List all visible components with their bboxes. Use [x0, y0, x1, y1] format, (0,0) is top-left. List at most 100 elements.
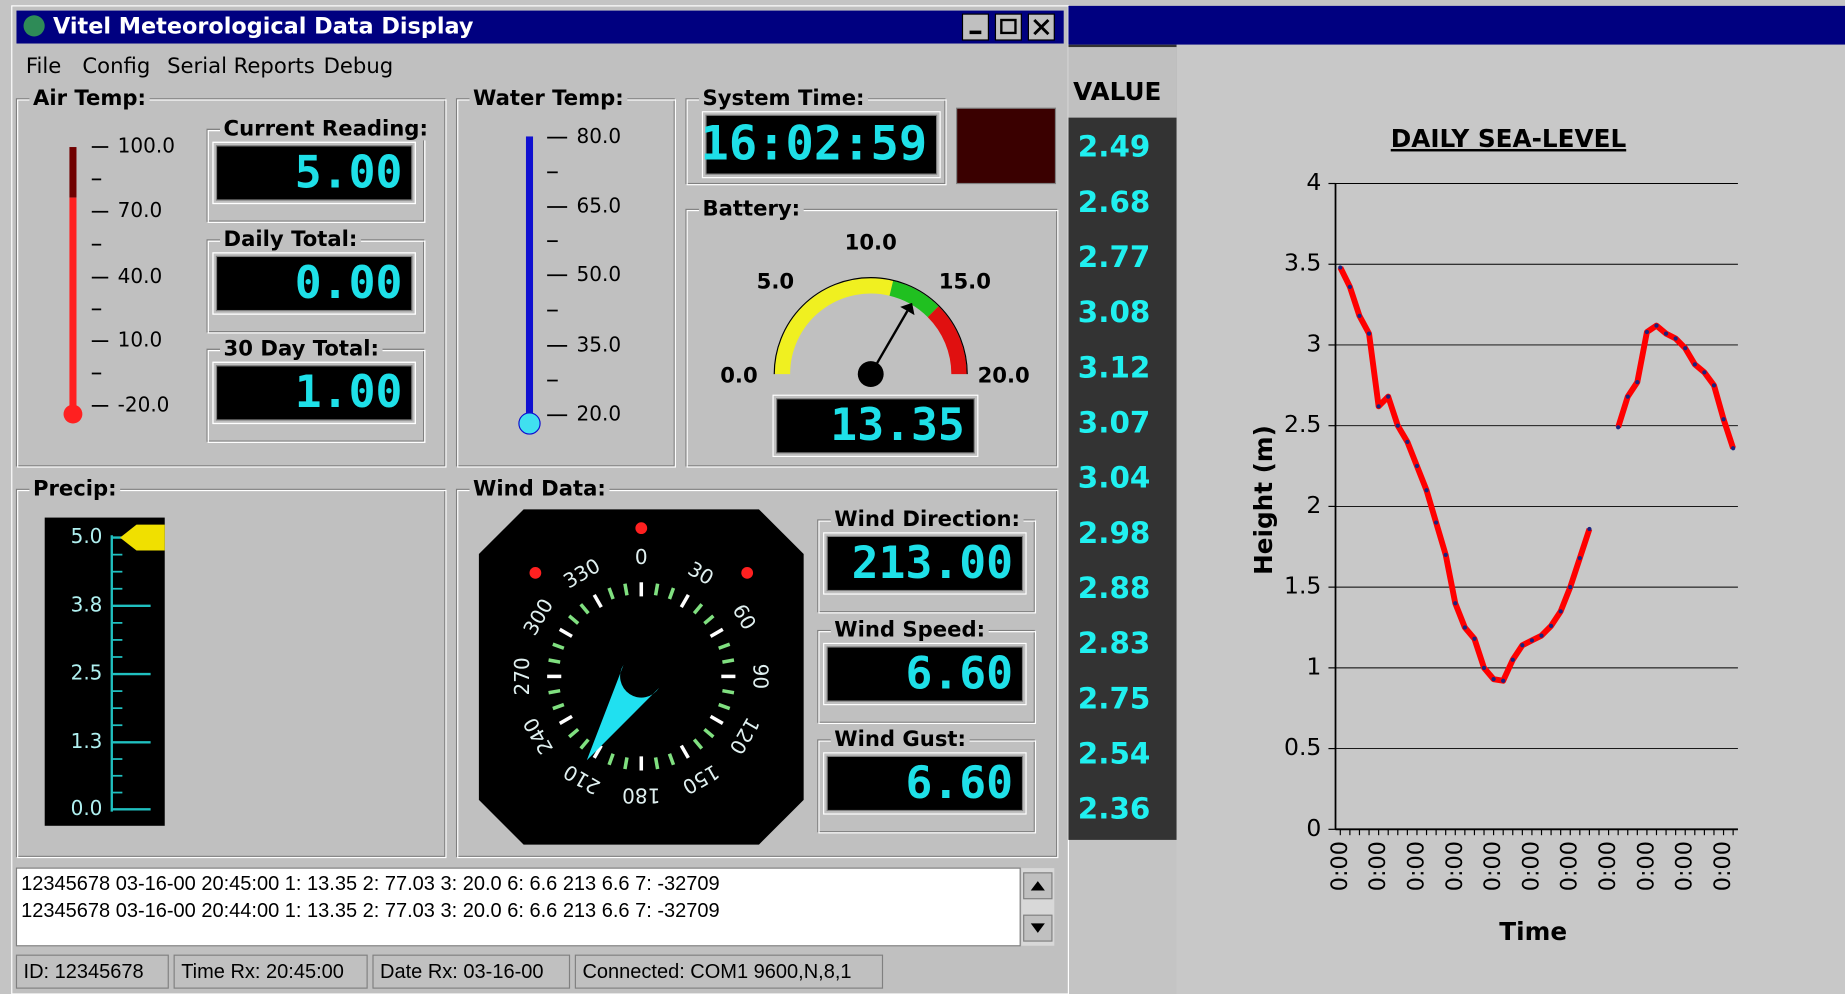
precip-label: 1.3: [71, 729, 103, 753]
log-line: 12345678 03-16-00 20:44:00 1: 13.35 2: 7…: [21, 900, 719, 922]
value-column: [1068, 44, 1177, 840]
precip-label: 5.0: [71, 524, 103, 548]
table-header: VALUE: [1073, 77, 1161, 106]
compass-tick: [568, 727, 580, 739]
compass-tick: [592, 744, 603, 759]
compass-tick: [548, 658, 561, 664]
compass-tick: [653, 757, 660, 770]
compass-face: [478, 509, 804, 845]
x-tick-label: 0:00: [1672, 841, 1698, 891]
group-label: Precip:: [33, 475, 117, 500]
group-border-light: [457, 489, 1059, 859]
group-label-bg: [29, 475, 121, 501]
menu-item[interactable]: Config: [82, 53, 150, 78]
line-point: [1347, 284, 1352, 289]
compass-tick: [558, 627, 573, 638]
compass-tick: [548, 688, 561, 695]
scale-label: 40.0: [118, 264, 163, 288]
minimize-button[interactable]: [961, 13, 989, 41]
table-cell: 2.83: [1078, 626, 1151, 660]
y-axis-label: Height (m): [1249, 425, 1278, 575]
line-point: [1587, 526, 1592, 532]
compass-tick: [592, 594, 603, 608]
precip-label: 3.8: [71, 592, 103, 616]
group-label-bg: [29, 84, 150, 110]
table-cell: 2.75: [1078, 681, 1151, 715]
table-cell: 2.68: [1078, 185, 1151, 219]
compass-tick: [703, 727, 715, 739]
compass-tick: [653, 583, 660, 596]
menu-item[interactable]: Serial Reports: [167, 53, 315, 78]
x-tick-label: 0:00: [1518, 841, 1544, 891]
group-label: Air Temp:: [33, 85, 146, 110]
group-label-bg: [220, 225, 361, 251]
scroll-down[interactable]: [1023, 914, 1053, 942]
compass-tick: [709, 627, 724, 638]
group-label-bg: [469, 84, 628, 110]
x-tick-label: 0:00: [1595, 841, 1621, 891]
compass-tick: [552, 702, 565, 711]
x-tick-label: 0:00: [1403, 841, 1429, 891]
water-tube: [525, 136, 534, 419]
lcd-frame: [823, 642, 1027, 706]
compass-label: 180: [622, 784, 660, 808]
compass-dot: [529, 566, 542, 579]
x-tick-label: 0:00: [1557, 841, 1583, 891]
line-point: [1376, 404, 1381, 409]
group-label: Water Temp:: [473, 85, 624, 110]
table-cell: 2.98: [1078, 516, 1151, 550]
compass-dot: [741, 566, 754, 579]
line-point: [1568, 585, 1573, 590]
y-tick-label: 2.5: [1284, 410, 1321, 438]
lcd: [826, 646, 1024, 702]
y-tick-label: 1.5: [1284, 572, 1321, 600]
lcd: [826, 535, 1024, 592]
line-point: [1616, 425, 1621, 430]
menu-item[interactable]: File: [26, 53, 61, 78]
y-tick-label: 4: [1306, 168, 1321, 196]
maximize-button[interactable]: [994, 13, 1022, 41]
group-label: 30 Day Total:: [224, 335, 379, 360]
line-point: [1644, 329, 1650, 335]
x-tick-label: 0:00: [1442, 841, 1468, 891]
log-line: 12345678 03-16-00 20:45:00 1: 13.35 2: 7…: [21, 873, 719, 895]
compass-tick: [722, 688, 735, 695]
y-tick-label: 1: [1306, 652, 1321, 680]
menu-item[interactable]: Debug: [324, 53, 394, 78]
compass-tick: [579, 603, 590, 615]
line-point: [1338, 265, 1343, 270]
group-border-light: [17, 99, 447, 468]
compass-label: 90: [748, 664, 772, 689]
compass-tick: [692, 738, 704, 750]
right-title-bar: [1068, 5, 1845, 45]
scale-label: -20.0: [118, 392, 170, 416]
compass-tick: [722, 658, 735, 664]
close-glyph: [1033, 18, 1050, 36]
compass-tick: [718, 702, 731, 711]
line-point: [1443, 552, 1448, 557]
status-field: [15, 954, 169, 989]
indicator-panel: [956, 107, 1057, 185]
line-point: [1711, 383, 1717, 388]
line-point: [1357, 313, 1362, 319]
line-point: [1577, 555, 1582, 561]
lcd-frame: [701, 111, 941, 179]
line-point: [1731, 446, 1736, 451]
lcd: [776, 398, 975, 454]
scale-label: 20.0: [577, 402, 622, 426]
lcd-frame: [823, 752, 1027, 815]
line-point: [1683, 346, 1688, 351]
line-point: [1625, 394, 1630, 399]
compass-label: 270: [510, 657, 534, 695]
window-buttons: [961, 13, 1055, 41]
compass-tick: [558, 714, 573, 725]
title-bar: [16, 10, 1064, 44]
group-label: Daily Total:: [224, 226, 358, 251]
group-label: Wind Speed:: [834, 617, 985, 642]
table-cell: 3.08: [1078, 295, 1151, 329]
log-box: [15, 867, 1021, 947]
line-point: [1663, 331, 1669, 336]
lcd-value: 6.60: [905, 647, 1013, 699]
wind-needle: [586, 664, 660, 761]
